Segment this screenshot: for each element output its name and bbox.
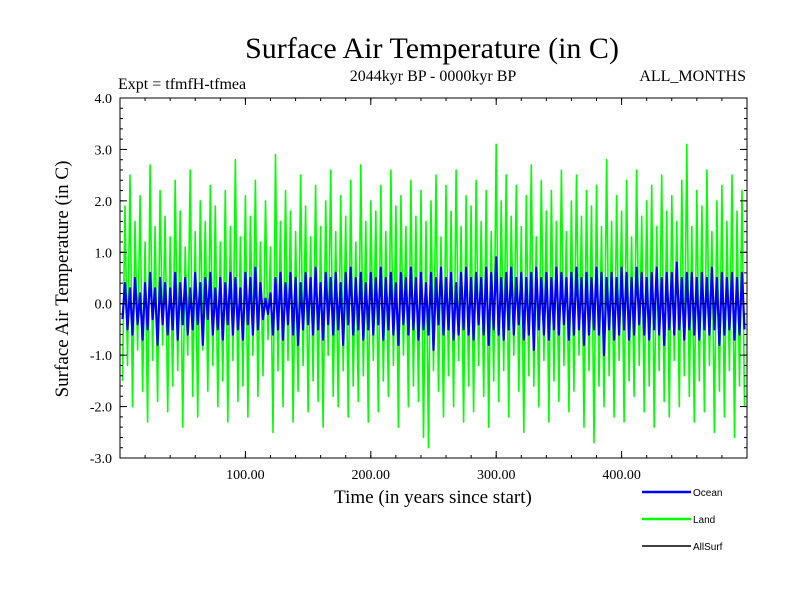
time-range-label: 2044kyr BP - 0000kyr BP [350,68,517,85]
y-tick-label: 4.0 [95,92,113,107]
x-tick-label: 200.00 [352,468,391,483]
y-tick-label: 1.0 [95,246,113,261]
chart-title: Surface Air Temperature (in C) [245,32,619,65]
x-tick-label: 300.00 [477,468,516,483]
legend: Ocean Land AllSurf [642,488,723,553]
series-layer [120,143,747,449]
legend-label-ocean: Ocean [693,488,722,499]
y-axis-label: Surface Air Temperature (in C) [52,161,73,398]
x-tick-label: 100.00 [226,468,265,483]
months-label: ALL_MONTHS [639,68,746,85]
y-tick-label: -3.0 [90,452,112,467]
tick-layer: -3.0 -2.0 -1.0 0.0 1.0 2.0 3.0 4.0 100.00 200.00 3… [90,92,747,483]
y-tick-label: 3.0 [95,143,113,158]
plot-frame [119,97,748,459]
y-tick-label: 2.0 [95,195,113,210]
y-tick-label: -1.0 [90,349,112,364]
y-tick-label: 0.0 [95,298,113,313]
x-axis-label: Time (in years since start) [334,487,532,508]
legend-label-allsurf: AllSurf [693,542,723,553]
y-tick-label: -2.0 [90,401,112,416]
x-tick-label: 400.00 [602,468,641,483]
series-line-ocean [121,256,746,357]
legend-label-land: Land [693,515,715,526]
series-line-land [121,143,746,449]
experiment-label: Expt = tfmfH-tfmea [118,76,246,93]
